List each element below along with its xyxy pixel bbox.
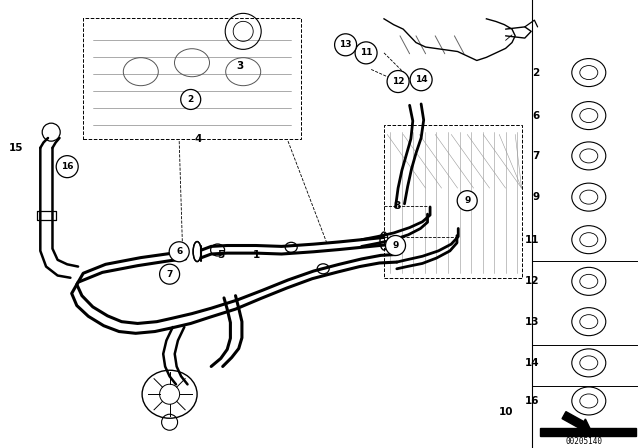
Text: 5: 5 bbox=[217, 250, 225, 260]
Text: 4: 4 bbox=[195, 134, 202, 144]
Text: 6: 6 bbox=[532, 111, 540, 121]
Text: 7: 7 bbox=[532, 151, 540, 161]
Circle shape bbox=[159, 264, 180, 284]
Text: 1: 1 bbox=[252, 250, 260, 260]
Text: 15: 15 bbox=[9, 143, 23, 153]
Text: 9: 9 bbox=[392, 241, 399, 250]
Circle shape bbox=[355, 42, 377, 64]
Text: 7: 7 bbox=[166, 270, 173, 279]
Circle shape bbox=[387, 70, 409, 93]
Text: 2: 2 bbox=[532, 68, 540, 78]
Text: 13: 13 bbox=[339, 40, 352, 49]
Bar bbox=[540, 428, 636, 436]
Text: 9: 9 bbox=[532, 192, 540, 202]
FancyArrow shape bbox=[562, 412, 591, 431]
Text: 8: 8 bbox=[393, 201, 401, 211]
Text: 9: 9 bbox=[464, 196, 470, 205]
Circle shape bbox=[180, 90, 201, 109]
Text: 00205140: 00205140 bbox=[565, 437, 602, 446]
Text: 10: 10 bbox=[499, 407, 513, 417]
Circle shape bbox=[169, 242, 189, 262]
Text: 16: 16 bbox=[525, 396, 540, 406]
Text: 13: 13 bbox=[525, 317, 540, 327]
Circle shape bbox=[56, 155, 78, 178]
Text: 14: 14 bbox=[525, 358, 540, 368]
Circle shape bbox=[385, 236, 406, 255]
Circle shape bbox=[457, 191, 477, 211]
Text: 12: 12 bbox=[525, 276, 540, 286]
Text: 3: 3 bbox=[236, 61, 244, 71]
Text: 14: 14 bbox=[415, 75, 428, 84]
Text: 16: 16 bbox=[61, 162, 74, 171]
Circle shape bbox=[335, 34, 356, 56]
Text: 11: 11 bbox=[525, 235, 540, 245]
Text: 12: 12 bbox=[392, 77, 404, 86]
Text: 11: 11 bbox=[360, 48, 372, 57]
Text: 6: 6 bbox=[176, 247, 182, 256]
Text: 2: 2 bbox=[188, 95, 194, 104]
Circle shape bbox=[410, 69, 432, 91]
